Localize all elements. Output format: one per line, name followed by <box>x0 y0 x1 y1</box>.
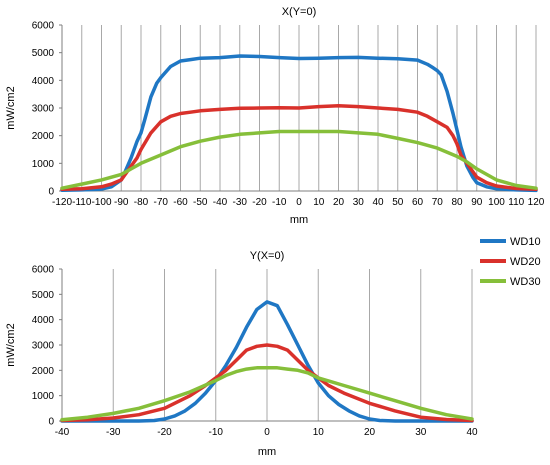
x-tick-label: 10 <box>313 197 325 208</box>
y-tick-label: 6000 <box>32 265 55 276</box>
x-axis-label: mm <box>290 214 308 226</box>
x-tick-label: -80 <box>134 197 149 208</box>
x-tick-label: 30 <box>353 197 365 208</box>
x-tick-label: 10 <box>313 427 325 438</box>
x-tick-label: -120 <box>52 197 72 208</box>
chart-title: X(Y=0) <box>282 6 317 18</box>
x-tick-label: -30 <box>106 427 121 438</box>
x-axis-label: mm <box>258 446 276 458</box>
x-tick-label: 60 <box>412 197 424 208</box>
chart-x-profile: X(Y=0) mW/cm2 mm -120 -110 -100 -90 -80 -70 -6… <box>5 6 545 226</box>
x-tick-label: -10 <box>209 427 224 438</box>
y-tick-label: 3000 <box>32 104 55 115</box>
y-tick-label: 0 <box>48 417 54 428</box>
x-tick-label: -40 <box>55 427 70 438</box>
y-tick-label: 1000 <box>32 159 55 170</box>
series-line-wd10 <box>60 300 474 423</box>
x-tick-label: 0 <box>296 197 302 208</box>
x-tick-label: -90 <box>114 197 129 208</box>
x-tick-label: 100 <box>488 197 505 208</box>
y-axis-label: mW/cm2 <box>5 323 17 366</box>
y-tick-label: 2000 <box>32 366 55 377</box>
series-line-wd30 <box>60 366 474 422</box>
y-tick-label: 5000 <box>32 290 55 301</box>
y-tick-label: 5000 <box>32 48 55 59</box>
x-tick-label: -50 <box>193 197 208 208</box>
x-tick-label: -20 <box>157 427 172 438</box>
x-tick-label: 70 <box>432 197 444 208</box>
x-tick-label: -70 <box>154 197 169 208</box>
x-tick-label: 20 <box>364 427 376 438</box>
x-tick-label: -20 <box>252 197 267 208</box>
x-tick-label: -110 <box>72 197 92 208</box>
legend: WD10 WD20 WD30 <box>480 236 541 288</box>
y-axis-label: mW/cm2 <box>5 86 17 129</box>
x-tick-label: 110 <box>508 197 524 208</box>
y-tick-label: 1000 <box>32 391 55 402</box>
x-tick-label: 0 <box>264 427 270 438</box>
chart-title: Y(X=0) <box>250 250 285 262</box>
legend-label-wd10: WD10 <box>510 236 541 248</box>
y-tick-label: 3000 <box>32 341 55 352</box>
chart-y-profile: Y(X=0) mW/cm2 mm -40 -30 -20 -10 0 10 20 30 40 0 1… <box>5 250 478 458</box>
legend-item-wd10: WD10 <box>480 236 541 248</box>
x-tick-label: -40 <box>213 197 228 208</box>
series-line-wd10 <box>60 54 538 193</box>
x-tick-label: -10 <box>272 197 287 208</box>
y-tick-label: 6000 <box>32 21 55 32</box>
x-tick-label: -30 <box>233 197 248 208</box>
legend-label-wd20: WD20 <box>510 256 541 268</box>
legend-item-wd20: WD20 <box>480 256 541 268</box>
x-tick-label: 40 <box>372 197 384 208</box>
x-tick-label: 90 <box>471 197 483 208</box>
x-tick-label: 30 <box>415 427 427 438</box>
x-tick-label: 80 <box>451 197 463 208</box>
x-tick-label: 50 <box>392 197 404 208</box>
x-tick-label: 120 <box>528 197 545 208</box>
x-tick-label: 40 <box>466 427 478 438</box>
series-line-wd20 <box>60 343 474 423</box>
y-tick-label: 4000 <box>32 315 55 326</box>
x-tick-label: 20 <box>333 197 345 208</box>
series-line-wd30 <box>60 129 538 190</box>
legend-label-wd30: WD30 <box>510 276 541 288</box>
x-tick-label: -60 <box>173 197 188 208</box>
y-tick-label: 4000 <box>32 76 55 87</box>
y-tick-label: 2000 <box>32 131 55 142</box>
x-tick-label: -100 <box>91 197 111 208</box>
y-tick-label: 0 <box>48 187 54 198</box>
legend-item-wd30: WD30 <box>480 276 541 288</box>
